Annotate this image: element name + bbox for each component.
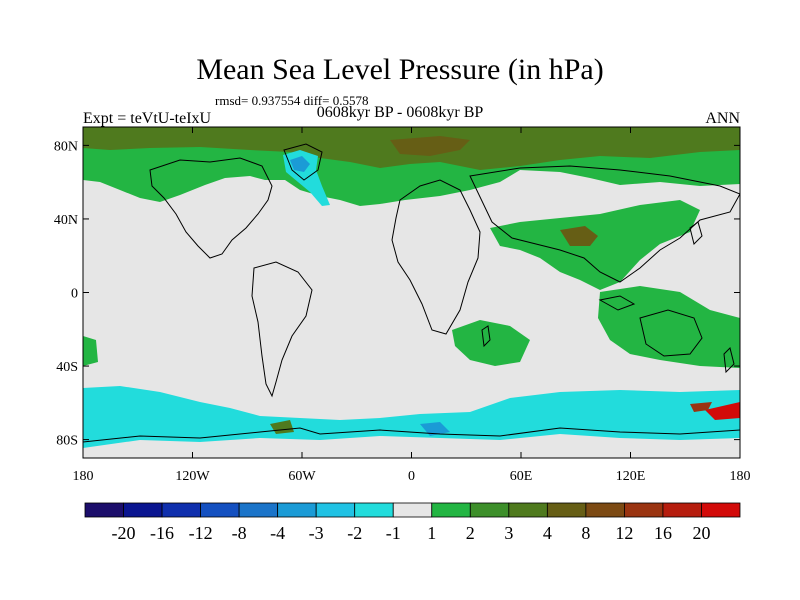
colorbar-swatch	[315, 502, 356, 518]
arctic-peak-anomaly	[390, 136, 470, 156]
asia-positive-anomaly	[490, 200, 700, 290]
lat-tick-label: 40N	[54, 213, 78, 228]
colorbar-swatch	[546, 502, 587, 518]
antarctica-interior	[83, 434, 740, 458]
lon-tick-label: 120E	[616, 469, 646, 484]
colorbar-swatch	[392, 502, 433, 518]
colorbar-swatch	[662, 502, 702, 518]
southern-ocean-positive-patch	[705, 402, 740, 420]
greenland-core-negative	[290, 156, 310, 172]
map-axes: 180 120W 60W 0 60E 120E 180 80N 40N 0 40S 80S	[54, 127, 751, 484]
colorbar-swatch	[123, 502, 163, 518]
colorbar-label: -1	[386, 523, 401, 543]
lat-tick-label: 40S	[56, 360, 78, 375]
colorbar-swatch	[469, 502, 510, 518]
lat-tick-label: 80N	[54, 139, 78, 154]
coastlines	[83, 143, 740, 443]
colorbar-label: -16	[150, 523, 174, 543]
colorbar-swatch	[84, 502, 124, 518]
lat-tick-label: 80S	[56, 434, 78, 449]
colorbar-swatch	[508, 502, 548, 518]
colorbar-swatch	[161, 502, 201, 518]
period-label: 0608kyr BP - 0608kyr BP	[316, 104, 484, 121]
lon-tick-label: 60E	[510, 469, 533, 484]
lat-tick-label: 0	[71, 287, 78, 302]
colorbar-label: -4	[270, 523, 285, 543]
colorbar-label: 1	[427, 523, 436, 543]
colorbar-swatch	[624, 502, 664, 518]
colorbar-swatch	[200, 502, 240, 518]
antarctic-coast-negative	[420, 422, 450, 436]
southern-ocean-strong-patch	[690, 402, 712, 412]
colorbar-label: -20	[112, 523, 136, 543]
tibet-strong-anomaly	[560, 226, 598, 246]
colorbar-label: -8	[232, 523, 247, 543]
colorbar: -20 -16 -12 -8 -4 -3 -2 -1 1 2 3 4 8 12 16 20	[84, 502, 741, 543]
lon-tick-label: 0	[408, 469, 415, 484]
lon-tick-label: 180	[730, 469, 751, 484]
colorbar-swatch	[277, 502, 317, 518]
experiment-label: Expt = teVtU-teIxU	[83, 110, 212, 127]
colorbar-label: -3	[309, 523, 324, 543]
colorbar-label: 16	[654, 523, 672, 543]
stats-label: rmsd= 0.937554 diff= 0.5578	[215, 93, 369, 108]
colorbar-label: 2	[466, 523, 475, 543]
colorbar-label: 3	[504, 523, 513, 543]
australia-positive-anomaly	[598, 286, 740, 368]
colorbar-label: 20	[692, 523, 710, 543]
indian-ocean-positive-anomaly	[452, 320, 530, 366]
map-title: Mean Sea Level Pressure (in hPa)	[196, 53, 604, 86]
anomaly-field	[83, 127, 740, 458]
colorbar-swatch	[585, 502, 625, 518]
colorbar-label: 8	[581, 523, 590, 543]
colorbar-swatch	[238, 502, 279, 518]
colorbar-label: -2	[347, 523, 362, 543]
lon-tick-label: 120W	[175, 469, 210, 484]
colorbar-label: -12	[189, 523, 213, 543]
lon-tick-label: 180	[73, 469, 94, 484]
colorbar-swatch	[431, 502, 471, 518]
colorbar-swatch	[354, 502, 394, 518]
season-label: ANN	[705, 110, 740, 127]
colorbar-label: 4	[543, 523, 552, 543]
southeast-pacific-positive-anomaly	[83, 336, 98, 366]
colorbar-swatch	[701, 502, 741, 518]
colorbar-label: 12	[615, 523, 633, 543]
lon-tick-label: 60W	[288, 469, 316, 484]
